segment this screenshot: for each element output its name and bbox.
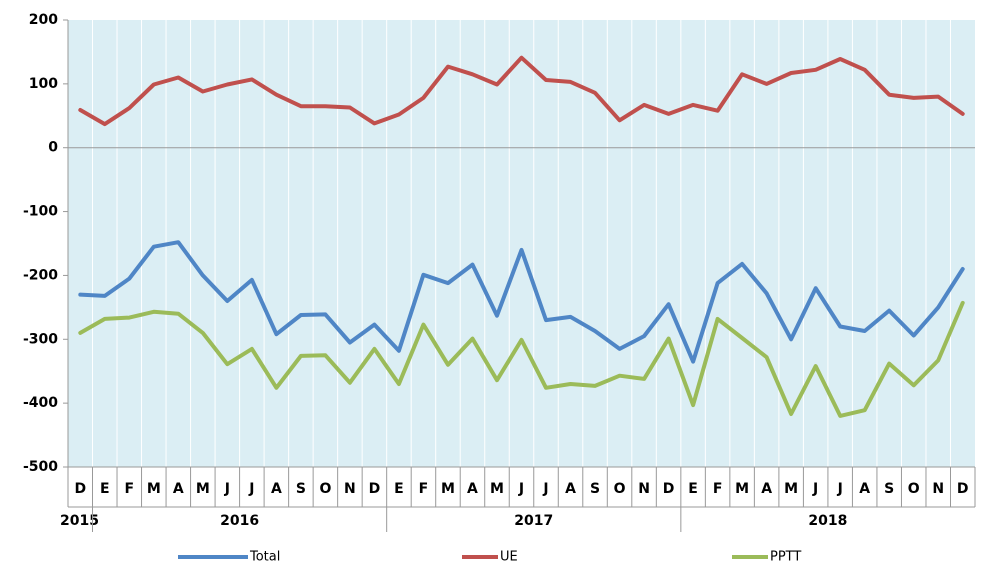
- x-tick-label: A: [859, 481, 870, 497]
- x-tick-label: F: [124, 481, 134, 497]
- x-tick-label: S: [884, 481, 894, 497]
- x-tick-label: A: [173, 481, 184, 497]
- y-tick-label: 100: [29, 76, 58, 92]
- x-tick-label: J: [542, 481, 548, 497]
- year-label: 2017: [514, 513, 553, 529]
- x-tick-label: E: [100, 481, 110, 497]
- year-label: 2016: [220, 513, 259, 529]
- x-tick-label: N: [344, 481, 356, 497]
- legend-label: Total: [249, 550, 280, 565]
- series-line: [78, 240, 965, 364]
- x-tick-label: S: [590, 481, 600, 497]
- x-tick-label: M: [490, 481, 504, 497]
- y-tick-label: 200: [29, 12, 58, 28]
- x-tick-label: O: [614, 481, 626, 497]
- y-tick-label: -400: [23, 395, 58, 411]
- x-tick-label: N: [638, 481, 650, 497]
- series-line: [78, 300, 965, 418]
- x-tick-label: M: [784, 481, 798, 497]
- x-tick-label: E: [688, 481, 698, 497]
- x-tick-label: A: [761, 481, 772, 497]
- x-tick-label: D: [369, 481, 381, 497]
- y-tick-label: -100: [23, 204, 58, 220]
- x-tick-label: D: [74, 481, 86, 497]
- year-label: 2018: [808, 513, 847, 529]
- y-tick-label: -200: [23, 267, 58, 283]
- legend-label: PPTT: [770, 550, 801, 565]
- y-tick-label: 0: [48, 140, 58, 156]
- x-tick-label: E: [394, 481, 404, 497]
- x-tick-label: F: [419, 481, 429, 497]
- x-tick-label: D: [663, 481, 675, 497]
- year-label: 2015: [60, 513, 99, 529]
- x-tick-label: J: [248, 481, 254, 497]
- x-tick-label: J: [224, 481, 230, 497]
- x-tick-label: S: [296, 481, 306, 497]
- x-tick-label: N: [932, 481, 944, 497]
- x-tick-label: M: [147, 481, 161, 497]
- x-tick-label: J: [812, 481, 818, 497]
- x-tick-label: A: [271, 481, 282, 497]
- y-tick-label: -300: [23, 331, 58, 347]
- y-tick-label: -500: [23, 459, 58, 475]
- x-tick-label: J: [837, 481, 843, 497]
- x-tick-label: O: [908, 481, 920, 497]
- x-tick-label: M: [441, 481, 455, 497]
- x-tick-label: A: [565, 481, 576, 497]
- x-tick-label: O: [319, 481, 331, 497]
- x-tick-label: F: [713, 481, 723, 497]
- x-tick-label: A: [467, 481, 478, 497]
- plot-area: [68, 20, 975, 467]
- legend-label: UE: [500, 550, 518, 565]
- x-tick-label: M: [196, 481, 210, 497]
- x-tick-label: D: [957, 481, 969, 497]
- series-line: [78, 55, 965, 127]
- x-tick-label: J: [518, 481, 524, 497]
- x-tick-label: M: [735, 481, 749, 497]
